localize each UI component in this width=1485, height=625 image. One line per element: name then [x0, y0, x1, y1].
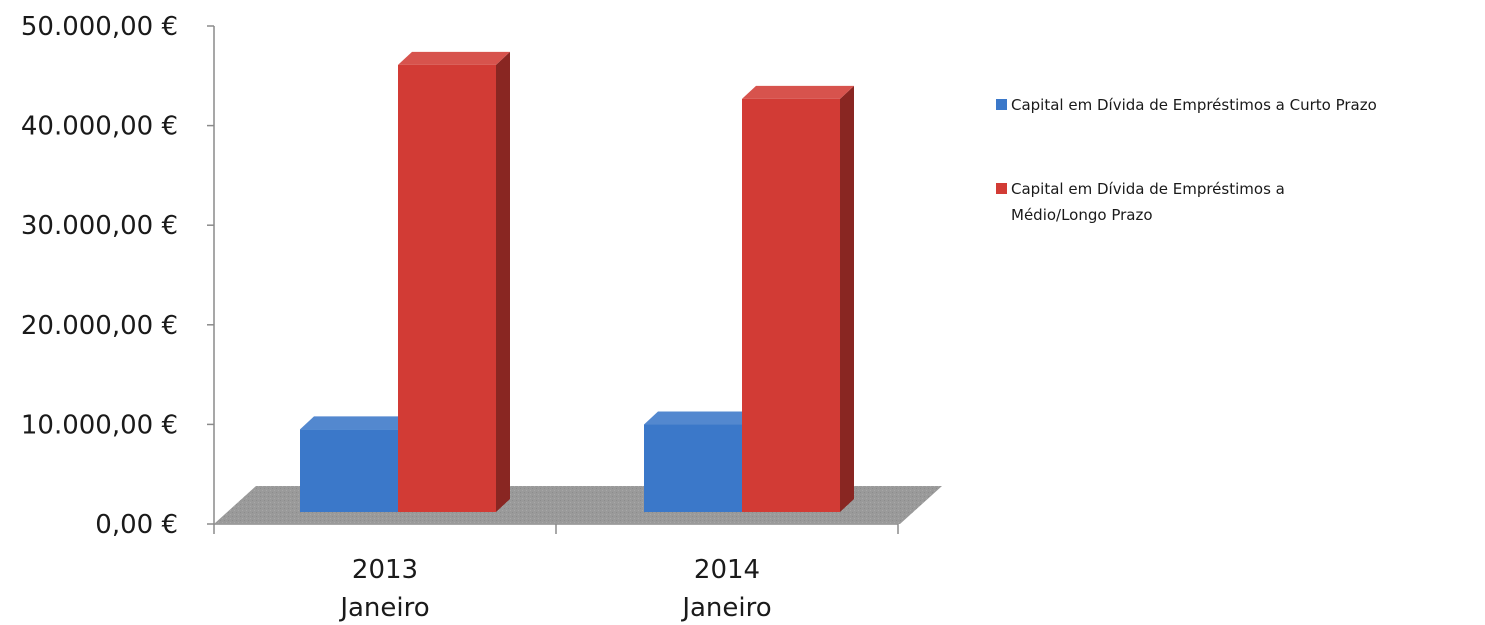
- y-tick-label: 50.000,00 €: [21, 12, 178, 42]
- bar-long-term-1: [742, 85, 854, 513]
- y-tick-label: 30.000,00 €: [21, 211, 178, 241]
- legend-item-short-term: Capital em Dívida de Empréstimos a Curto…: [996, 92, 1476, 118]
- bar-front-face: [398, 64, 496, 512]
- bar-front-face: [742, 98, 840, 513]
- y-tick-label: 40.000,00 €: [21, 112, 178, 142]
- bar-front-face: [300, 429, 398, 512]
- legend: Capital em Dívida de Empréstimos a Curto…: [996, 92, 1476, 286]
- x-category-label: 2014 Janeiro: [680, 555, 771, 623]
- y-tick-label: 10.000,00 €: [21, 410, 178, 440]
- bar-front-face: [644, 424, 742, 512]
- y-tick-label: 20.000,00 €: [21, 311, 178, 341]
- bar-top-face: [398, 51, 510, 65]
- bar-top-face: [644, 411, 756, 425]
- x-category-label: 2013 Janeiro: [338, 555, 429, 623]
- bar-top-face: [300, 416, 412, 430]
- bar-short-term-1: [644, 411, 756, 512]
- legend-label-short-term: Capital em Dívida de Empréstimos a Curto…: [1011, 96, 1377, 114]
- bar-long-term-0: [398, 51, 510, 512]
- y-tick-label: 0,00 €: [95, 510, 178, 540]
- bar-short-term-0: [300, 416, 412, 512]
- legend-swatch-short-term: [996, 99, 1007, 110]
- bar-side-face: [840, 85, 854, 513]
- bar-side-face: [496, 51, 510, 512]
- legend-label-long-term: Capital em Dívida de Empréstimos a Médio…: [1011, 180, 1285, 224]
- legend-item-long-term: Capital em Dívida de Empréstimos a Médio…: [996, 176, 1476, 228]
- legend-swatch-long-term: [996, 183, 1007, 194]
- bar-top-face: [742, 85, 854, 99]
